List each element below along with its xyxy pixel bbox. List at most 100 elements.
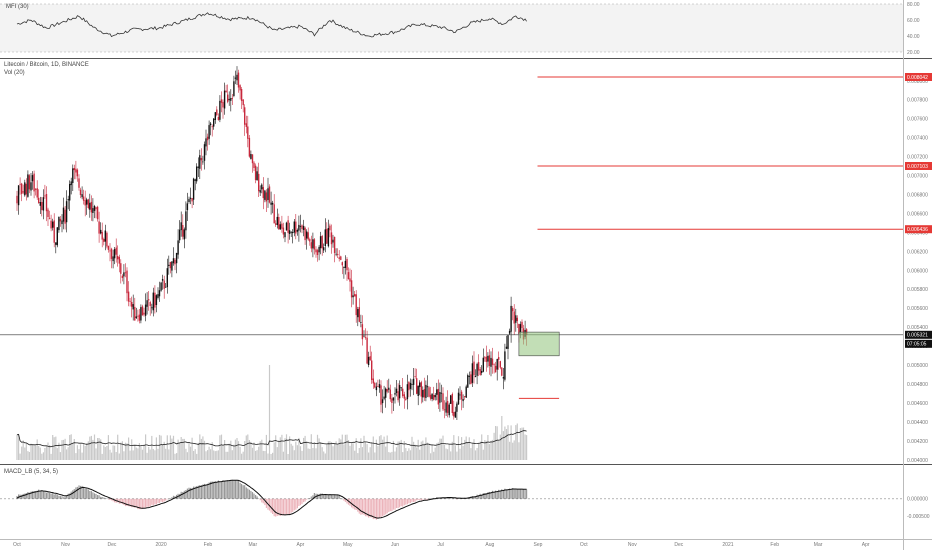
volume-bar — [358, 448, 360, 460]
volume-bar — [47, 442, 49, 460]
candle-body — [341, 262, 343, 266]
candle-body — [154, 292, 156, 308]
mfi-tick-label: 60.00 — [907, 18, 920, 24]
volume-bar — [193, 450, 195, 460]
macd-histogram-bar — [117, 498, 119, 503]
volume-bar — [256, 450, 258, 460]
volume-bar — [86, 443, 88, 460]
volume-bar — [461, 437, 463, 460]
candle-body — [414, 376, 416, 377]
volume-bar — [507, 425, 509, 460]
macd-histogram-bar — [327, 494, 329, 499]
volume-bar — [16, 434, 18, 460]
volume-bar — [132, 450, 134, 460]
macd-histogram-bar — [285, 498, 288, 515]
candle-body — [374, 382, 376, 388]
candle-body — [412, 378, 415, 385]
volume-bar — [414, 444, 416, 460]
macd-histogram-bar — [324, 494, 326, 499]
candle-body — [440, 392, 443, 394]
macd-histogram-bar — [66, 495, 68, 499]
macd-histogram-bar — [191, 487, 193, 499]
candle-body — [433, 395, 435, 400]
candle-body — [152, 292, 154, 311]
volume-bar — [453, 435, 455, 460]
candle-body — [422, 390, 424, 398]
candle-body — [166, 268, 168, 288]
macd-histogram-bar — [205, 484, 207, 499]
candle-body — [131, 302, 133, 307]
candle-body — [411, 384, 413, 385]
candle-body — [453, 412, 455, 417]
volume-bar — [437, 442, 439, 460]
volume-bar — [268, 365, 271, 460]
time-tick-label: Mar — [814, 542, 823, 548]
volume-bar — [56, 448, 58, 460]
macd-histogram-bar — [504, 488, 506, 499]
volume-bar — [377, 446, 379, 460]
price-tick-label: 0.006200 — [907, 249, 928, 255]
candle-body — [89, 202, 91, 210]
volume-bar — [248, 440, 250, 460]
candle-body — [248, 137, 251, 157]
volume-bar — [239, 446, 241, 460]
volume-bar — [199, 434, 201, 460]
macd-histogram-bar — [360, 498, 362, 515]
macd-histogram-bar — [149, 498, 151, 507]
volume-bar — [134, 444, 136, 460]
volume-bar — [278, 440, 280, 460]
volume-bar — [194, 449, 196, 460]
candle-body — [419, 382, 421, 388]
macd-histogram-bar — [137, 498, 139, 510]
candle-body — [113, 249, 116, 259]
volume-bar — [171, 438, 173, 460]
macd-histogram-bar — [39, 490, 41, 499]
volume-bar — [310, 434, 312, 460]
price-tick-label: 0.005800 — [907, 287, 928, 293]
candle-body — [209, 123, 212, 126]
volume-bar — [482, 449, 484, 460]
candle-body — [132, 304, 134, 310]
macd-histogram-bar — [303, 498, 305, 503]
macd-histogram-bar — [234, 480, 236, 499]
macd-histogram-bar — [493, 491, 495, 499]
candle-body — [377, 386, 379, 387]
candle-body — [52, 221, 54, 228]
candle-body — [276, 216, 278, 225]
candle-body — [454, 411, 457, 418]
volume-bar — [340, 439, 342, 460]
macd-histogram-bar — [220, 481, 223, 499]
candle-body — [298, 224, 300, 231]
volume-bar — [385, 446, 387, 460]
candle-body — [490, 357, 492, 367]
macd-histogram-bar — [332, 495, 334, 499]
volume-bar — [431, 444, 433, 460]
volume-bar — [487, 435, 489, 460]
volume-bar — [354, 450, 356, 460]
macd-histogram-bar — [478, 495, 480, 499]
candle-body — [518, 323, 520, 334]
volume-bar — [270, 454, 272, 460]
candle-body — [140, 307, 142, 321]
volume-bar — [145, 434, 147, 460]
volume-bar — [488, 444, 490, 460]
macd-histogram-bar — [76, 486, 78, 499]
volume-bar — [109, 449, 111, 460]
price-layer — [0, 66, 903, 460]
volume-bar — [402, 452, 404, 460]
candle-body — [504, 351, 506, 380]
macd-histogram-bar — [236, 479, 238, 499]
volume-bar — [275, 435, 277, 460]
volume-bar — [30, 443, 32, 460]
volume-bar — [115, 452, 117, 460]
macd-histogram-bar — [103, 497, 105, 499]
candle-body — [168, 264, 170, 266]
candle-body — [372, 378, 374, 384]
macd-histogram-bar — [56, 494, 58, 499]
volume-bar — [335, 441, 337, 460]
candle-body — [332, 239, 334, 243]
candle-body — [205, 138, 207, 147]
macd-histogram-bar — [383, 498, 385, 516]
macd-histogram-bar — [318, 493, 320, 499]
